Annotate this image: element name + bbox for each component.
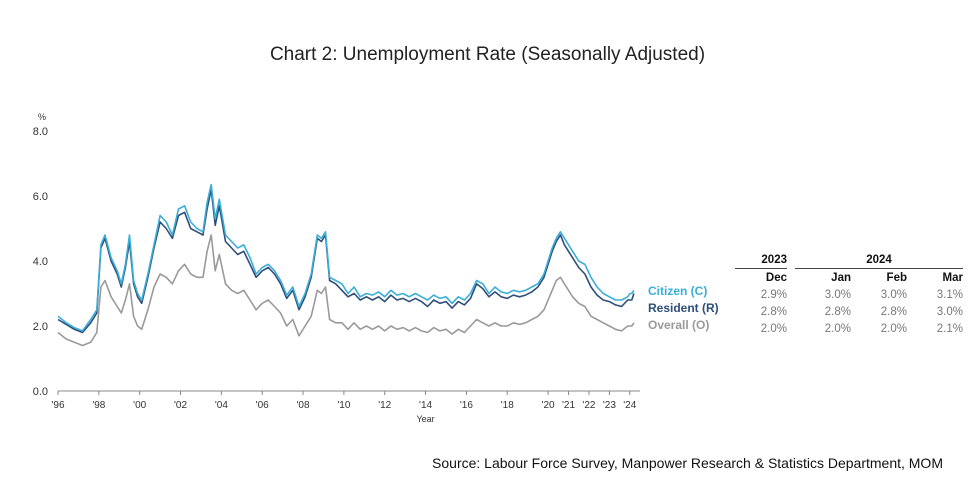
table-row: 2.0% 2.0% 2.0% 2.1% xyxy=(735,320,963,337)
series-label: Resident (R) xyxy=(648,301,719,315)
x-tick-label: '04 xyxy=(215,400,228,411)
x-tick-label: '12 xyxy=(378,400,391,411)
table-row: 2.8% 2.8% 2.8% 3.0% xyxy=(735,303,963,320)
x-tick-label: '06 xyxy=(256,400,269,411)
y-tick-label: 8.0 xyxy=(33,126,48,138)
y-tick-label: 6.0 xyxy=(33,191,48,203)
y-tick-label: 0.0 xyxy=(33,386,48,398)
table-row: 2.9% 3.0% 3.0% 3.1% xyxy=(735,286,963,303)
table-cell: 3.0% xyxy=(880,288,907,301)
series-line xyxy=(57,183,635,332)
x-tick-label: '00 xyxy=(133,400,146,411)
x-tick-label: '21 xyxy=(562,400,575,411)
x-tick-label: '22 xyxy=(582,400,595,411)
table-cell: 2.0% xyxy=(824,322,851,335)
x-axis: '96 '98 '00 '02 '04 '06 '08 '10 '12 '14 '16 '18 '20 '… xyxy=(51,390,640,424)
x-tick-label: '20 xyxy=(542,400,555,411)
table-cell: 2.1% xyxy=(936,322,963,335)
year-2023-header: 2023 xyxy=(735,251,787,269)
x-tick-label: '10 xyxy=(337,400,350,411)
table-cell: 2.0% xyxy=(880,322,907,335)
x-axis-title: Year xyxy=(416,414,434,424)
table-cell: 2.8% xyxy=(880,305,907,318)
chart-title: Chart 2: Unemployment Rate (Seasonally A… xyxy=(269,44,706,65)
y-axis: % 0.0 2.0 4.0 6.0 8.0 xyxy=(33,112,48,398)
x-tick-label: '98 xyxy=(92,400,105,411)
series-labels: Citizen (C) Resident (R) Overall (O) xyxy=(648,284,719,332)
series-label: Citizen (C) xyxy=(648,284,707,298)
table-cell: 2.9% xyxy=(760,288,787,301)
table-cell: 2.0% xyxy=(760,322,787,335)
series-line xyxy=(57,234,635,347)
year-2024-header: 2024 xyxy=(795,251,963,269)
x-tick-label: '14 xyxy=(419,400,432,411)
y-tick-label: 2.0 xyxy=(33,321,48,333)
month-header: Mar xyxy=(942,271,963,284)
month-header: Dec xyxy=(765,271,787,284)
x-tick-label: '24 xyxy=(623,400,636,411)
month-header: Feb xyxy=(886,271,907,284)
x-tick-label: '16 xyxy=(460,400,473,411)
y-tick-label: 4.0 xyxy=(33,256,48,268)
x-tick-label: '18 xyxy=(501,400,514,411)
series-label: Overall (O) xyxy=(648,318,709,332)
table-cell: 2.8% xyxy=(760,305,787,318)
table-cell: 3.0% xyxy=(936,305,963,318)
table-cell: 2.8% xyxy=(824,305,851,318)
source-note: Source: Labour Force Survey, Manpower Re… xyxy=(432,455,943,471)
table-cell: 3.1% xyxy=(936,288,963,301)
table-cell: 3.0% xyxy=(824,288,851,301)
x-tick-label: '96 xyxy=(51,400,64,411)
y-unit-label: % xyxy=(38,112,46,122)
x-tick-label: '02 xyxy=(174,400,187,411)
series-lines xyxy=(57,183,635,347)
latest-values-table: 2023 2024 Dec Jan Feb Mar 2.9% 3.0% 3.0%… xyxy=(735,251,963,337)
month-header: Jan xyxy=(831,271,851,284)
x-tick-label: '08 xyxy=(297,400,310,411)
x-tick-label: '23 xyxy=(603,400,616,411)
